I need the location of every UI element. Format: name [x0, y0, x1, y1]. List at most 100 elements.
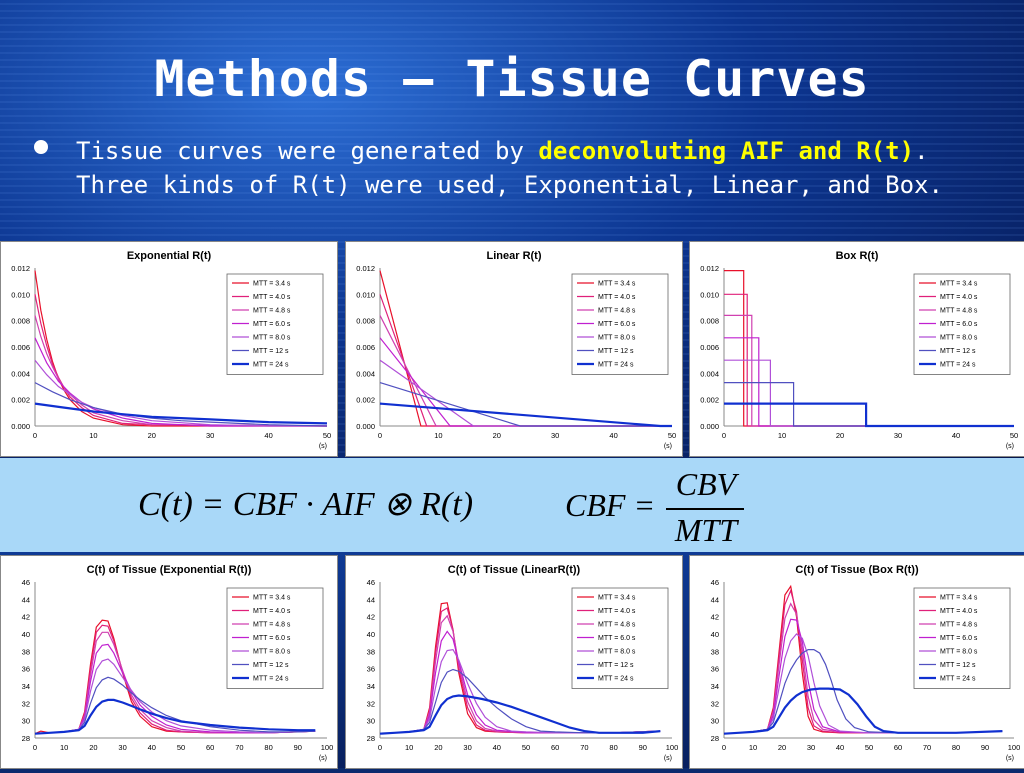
legend-label: MTT = 4.0 s: [940, 608, 978, 615]
x-tick-label: 80: [952, 743, 960, 752]
x-tick-label: 20: [434, 743, 442, 752]
legend-label: MTT = 4.8 s: [253, 308, 291, 315]
equation-band: [0, 458, 1024, 552]
bullet-text-rest: . Three kinds of R(t) were used, Exponen…: [76, 137, 943, 199]
legend-label: MTT = 3.4 s: [253, 595, 291, 602]
x-tick-label: 50: [177, 743, 185, 752]
x-tick-label: 100: [1008, 743, 1021, 752]
legend-label: MTT = 6.0 s: [940, 635, 978, 642]
y-tick-label: 0.006: [700, 343, 719, 352]
x-tick-label: 10: [778, 431, 786, 440]
chart-box-r: Box R(t) 0.000 0.002 0.004 0.006 0.008 0.010 0.…: [700, 250, 1018, 450]
x-tick-label: 20: [836, 431, 844, 440]
chart-title: C(t) of Tissue (Box R(t)): [795, 564, 919, 576]
y-tick-label: 32: [711, 699, 719, 708]
x-tick-label: 40: [264, 431, 272, 440]
chart-title: Linear R(t): [487, 250, 542, 262]
x-tick-label: 0: [378, 431, 382, 440]
x-tick-label: 40: [609, 431, 617, 440]
y-tick-label: 42: [367, 613, 375, 622]
chart-panel-c-box: C(t) of Tissue (Box R(t)) 28 30 32 34 36 38 40 4…: [689, 555, 1024, 769]
legend-label: MTT = 3.4 s: [940, 281, 978, 288]
legend-label: MTT = 4.0 s: [598, 294, 636, 301]
bullet-text-highlight: deconvoluting AIF and R(t): [538, 137, 915, 165]
y-tick-label: 40: [711, 630, 719, 639]
legend-label: MTT = 24 s: [940, 676, 976, 683]
bullet-text-plain: Tissue curves were generated by: [76, 137, 539, 165]
y-tick-label: 0.000: [356, 422, 375, 431]
x-tick-label: 80: [264, 743, 272, 752]
series-line: [379, 694, 661, 735]
series-line: [379, 382, 672, 427]
legend-label: MTT = 4.8 s: [940, 308, 978, 315]
legend-box: [226, 587, 324, 689]
slide-title: Methods – Tissue Curves: [154, 50, 870, 108]
legend-label: MTT = 4.0 s: [598, 608, 636, 615]
x-tick-label: 30: [118, 743, 126, 752]
legend-label: MTT = 12 s: [253, 662, 289, 669]
y-tick-label: 42: [22, 613, 30, 622]
y-tick-label: 0.000: [11, 422, 30, 431]
equation-cbf-numerator: CBV: [675, 466, 737, 502]
x-tick-label: 70: [580, 743, 588, 752]
chart-title: Box R(t): [836, 250, 879, 262]
x-tick-label: 70: [235, 743, 243, 752]
legend-box: [913, 587, 1011, 689]
y-tick-label: 0.010: [356, 290, 375, 299]
chart-exp-r: Exponential R(t) 0.000 0.002 0.004 0.006 0.00…: [11, 250, 331, 450]
legend-label: MTT = 8.0 s: [940, 649, 978, 656]
chart-panel-box-r: Box R(t) 0.000 0.002 0.004 0.006 0.008 0.010 0.…: [689, 241, 1024, 457]
x-tick-label: 10: [89, 431, 97, 440]
x-unit-label: (s): [664, 755, 672, 762]
chart-c-exp: C(t) of Tissue (Exponential R(t)) 28 30 32 3…: [22, 564, 334, 762]
legend-label: MTT = 4.8 s: [598, 622, 636, 629]
series-line: [723, 648, 1003, 735]
y-tick-label: 32: [22, 699, 30, 708]
legend-label: MTT = 6.0 s: [940, 321, 978, 328]
legend-label: MTT = 4.8 s: [598, 308, 636, 315]
legend-label: MTT = 4.8 s: [940, 622, 978, 629]
x-tick-label: 0: [33, 431, 37, 440]
legend-label: MTT = 24 s: [253, 676, 289, 683]
x-tick-label: 0: [722, 431, 726, 440]
y-tick-label: 0.002: [11, 396, 30, 405]
y-tick-label: 36: [22, 665, 30, 674]
x-tick-label: 0: [33, 743, 37, 752]
legend-box: [913, 273, 1011, 375]
x-tick-label: 40: [148, 743, 156, 752]
y-tick-label: 46: [22, 578, 30, 587]
y-tick-label: 28: [22, 734, 30, 743]
x-tick-label: 10: [405, 743, 413, 752]
x-tick-label: 20: [148, 431, 156, 440]
y-tick-label: 42: [711, 613, 719, 622]
x-tick-label: 100: [321, 743, 334, 752]
y-tick-label: 0.002: [356, 396, 375, 405]
legend-label: MTT = 24 s: [598, 676, 634, 683]
y-tick-label: 0.000: [700, 422, 719, 431]
chart-panel-c-exp: C(t) of Tissue (Exponential R(t)) 28 30 32 3…: [0, 555, 338, 769]
x-tick-label: 50: [522, 743, 530, 752]
x-tick-label: 20: [89, 743, 97, 752]
y-tick-label: 0.010: [11, 290, 30, 299]
y-tick-label: 32: [367, 699, 375, 708]
y-tick-label: 0.004: [700, 369, 719, 378]
series-line: [379, 668, 661, 735]
y-tick-label: 30: [22, 717, 30, 726]
x-tick-label: 40: [836, 743, 844, 752]
legend-label: MTT = 8.0 s: [598, 649, 636, 656]
y-tick-label: 34: [711, 682, 719, 691]
x-tick-label: 30: [894, 431, 902, 440]
bullet-text: Tissue curves were generated by deconvol…: [76, 134, 1006, 202]
y-tick-label: 36: [367, 665, 375, 674]
equation-cbf-lhs: CBF =: [565, 487, 656, 523]
y-tick-label: 0.008: [356, 317, 375, 326]
x-tick-label: 60: [894, 743, 902, 752]
legend-label: MTT = 24 s: [253, 362, 289, 369]
y-tick-label: 30: [711, 717, 719, 726]
series-line: [34, 658, 316, 735]
x-tick-label: 80: [609, 743, 617, 752]
y-tick-label: 28: [711, 734, 719, 743]
x-tick-label: 10: [434, 431, 442, 440]
series-line: [34, 698, 316, 735]
y-tick-label: 38: [367, 647, 375, 656]
